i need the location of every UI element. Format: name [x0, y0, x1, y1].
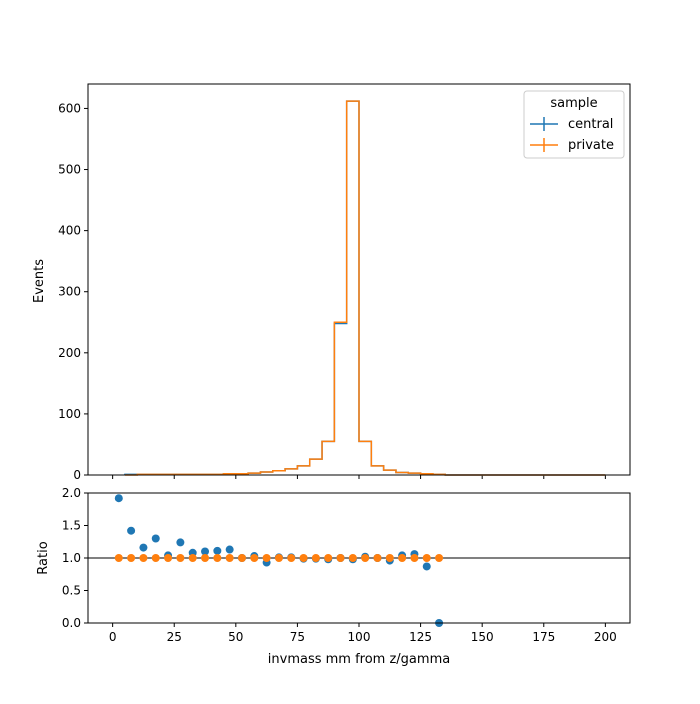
ratio-point-private — [422, 554, 431, 562]
ratio-ytick-label: 1.0 — [62, 551, 81, 565]
main-panel: 0 100 200 300 400 500 600 Events sample centra… — [32, 83, 631, 482]
ratio-ytick-label: 1.5 — [62, 519, 81, 533]
ratio-point-private — [225, 554, 234, 562]
ratio-point-private — [237, 554, 246, 562]
ratio-xtick-label: 100 — [348, 630, 371, 644]
ratio-point-private — [410, 554, 419, 562]
ratio-point-private — [336, 554, 345, 562]
main-ytick-label: 400 — [58, 224, 81, 238]
ratio-point-central — [225, 545, 234, 554]
main-axes-frame — [87, 83, 631, 476]
ratio-xtick-label: 175 — [532, 630, 555, 644]
ratio-point-private — [348, 554, 357, 562]
ratio-point-private — [324, 554, 333, 562]
ratio-point-private — [311, 554, 320, 562]
ratio-xtick-label: 50 — [228, 630, 243, 644]
ratio-axes-frame — [87, 492, 631, 624]
legend-entry-private: private — [530, 138, 614, 153]
ratio-point-private — [262, 554, 271, 562]
ratio-point-private — [361, 554, 370, 562]
legend-frame — [523, 90, 625, 159]
main-ytick-label: 0 — [73, 468, 81, 482]
ratio-point-private — [164, 554, 173, 562]
main-ytick-label: 100 — [58, 407, 81, 421]
ratio-point-central — [151, 534, 160, 543]
legend-title: sample — [550, 96, 597, 111]
ratio-point-private — [250, 554, 259, 562]
ratio-point-private — [299, 554, 308, 562]
ratio-point-central — [139, 543, 148, 552]
main-yticks: 0 100 200 300 400 500 600 — [58, 101, 88, 482]
ratio-xtick-label: 200 — [594, 630, 617, 644]
ratio-xticks: 0 25 50 75 100 125 150 175 200 — [109, 623, 617, 644]
ratio-point-private — [188, 554, 197, 562]
ratio-yticks: 0.0 0.5 1.0 1.5 2.0 — [62, 486, 88, 630]
ratio-point-private — [127, 554, 136, 562]
ratio-point-private — [398, 554, 407, 562]
ratio-xlabel: invmass mm from z/gamma — [268, 652, 450, 667]
ratio-plot-area — [88, 494, 630, 627]
ratio-point-private — [213, 554, 222, 562]
ratio-ytick-label: 2.0 — [62, 486, 81, 500]
legend-label-central: central — [568, 117, 613, 132]
ratio-point-private — [139, 554, 148, 562]
main-ylabel: Events — [32, 259, 47, 303]
main-ytick-label: 500 — [58, 163, 81, 177]
legend-entry-central: central — [530, 117, 613, 132]
ratio-point-central — [422, 562, 431, 571]
legend-label-private: private — [568, 138, 614, 153]
ratio-ytick-label: 0.5 — [62, 584, 81, 598]
ratio-xtick-label: 0 — [109, 630, 117, 644]
ratio-ylabel: Ratio — [36, 541, 51, 574]
ratio-xtick-label: 25 — [167, 630, 182, 644]
ratio-ytick-label: 0.0 — [62, 616, 81, 630]
ratio-point-private — [435, 554, 444, 562]
ratio-point-central — [201, 547, 210, 556]
main-ytick-label: 300 — [58, 285, 81, 299]
ratio-point-central — [127, 526, 136, 535]
ratio-point-private — [274, 554, 283, 562]
ratio-point-private — [287, 554, 296, 562]
ratio-point-private — [114, 554, 123, 562]
ratio-xtick-label: 150 — [471, 630, 494, 644]
ratio-xtick-label: 75 — [290, 630, 305, 644]
ratio-point-central — [213, 546, 222, 555]
ratio-point-central — [114, 494, 123, 503]
main-ytick-label: 200 — [58, 346, 81, 360]
ratio-panel: 0.0 0.5 1.0 1.5 2.0 0 25 50 75 100 125 150 175 200 R… — [36, 486, 631, 667]
ratio-point-private — [373, 554, 382, 562]
ratio-point-private — [176, 554, 185, 562]
ratio-point-central — [176, 538, 185, 547]
legend: sample central private — [523, 90, 625, 159]
ratio-xtick-label: 125 — [409, 630, 432, 644]
ratio-point-private — [385, 554, 394, 562]
ratio-point-private — [201, 554, 210, 562]
ratio-point-private — [151, 554, 160, 562]
main-ytick-label: 600 — [58, 101, 81, 115]
